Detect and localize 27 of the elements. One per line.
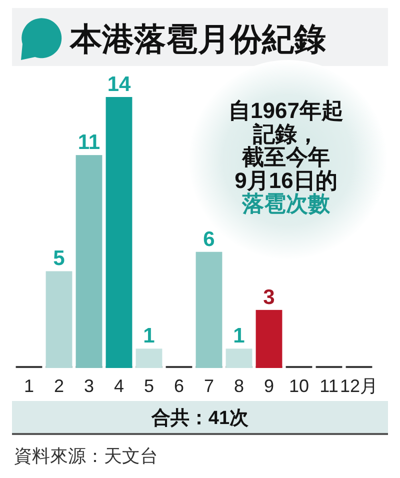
x-tick-label: 3: [84, 376, 94, 396]
x-tick-label: 4: [114, 376, 124, 396]
note-highlight: 落雹次數: [242, 191, 330, 216]
data-label: 6: [203, 228, 215, 251]
data-label: 1: [233, 324, 246, 348]
note: 截至今年: [242, 144, 330, 170]
x-tick-label: 6: [174, 376, 184, 396]
x-tick-label: 10: [288, 376, 310, 396]
x-tick-label: 2: [54, 376, 64, 396]
x-tick-label: 8: [234, 376, 244, 396]
data-label: 5: [53, 247, 66, 270]
data-label: 14: [107, 73, 131, 96]
data-label: 3: [263, 286, 275, 309]
x-tick-label: 1: [24, 376, 34, 396]
x-tick-label: 5: [144, 376, 154, 396]
note: 自1967年起: [228, 98, 344, 123]
note: 9月16日的: [234, 168, 338, 193]
x-tick-label: 12月: [340, 376, 378, 396]
note: 記錄，: [253, 121, 319, 146]
x-tick-label: 9: [264, 376, 274, 396]
data-label: 1: [143, 324, 156, 348]
x-tick-label: 7: [204, 376, 214, 396]
source: 資料來源：天文台: [14, 446, 158, 466]
title: 本港落雹月份紀錄: [70, 21, 326, 57]
data-label: 11: [78, 131, 100, 154]
x-tick-label: 11: [320, 376, 338, 396]
total: 合共：41次: [151, 408, 249, 429]
